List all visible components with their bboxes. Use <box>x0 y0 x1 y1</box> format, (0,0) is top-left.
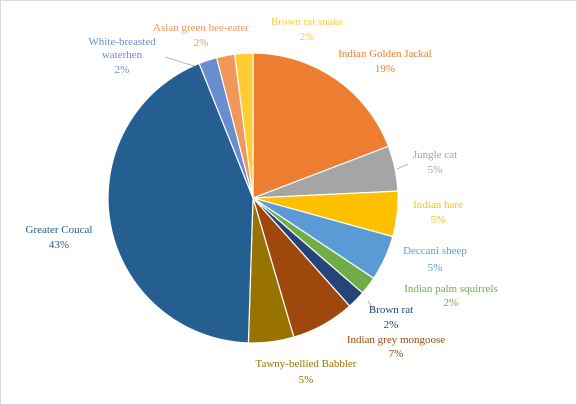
data-label-category: Indian Golden Jackal <box>338 48 431 60</box>
data-label-percent: 2% <box>194 37 209 49</box>
data-label-category: Indian hare <box>413 199 463 211</box>
data-label-percent: 5% <box>431 214 446 226</box>
data-label-percent: 5% <box>299 374 314 386</box>
data-label-percent: 2% <box>115 64 130 76</box>
data-label-percent: 2% <box>444 297 459 309</box>
data-label-percent: 5% <box>428 164 443 176</box>
data-label-category: Jungle cat <box>413 149 457 161</box>
data-label-category: Brown rat snake <box>271 16 343 28</box>
data-label-category: Brown rat <box>369 304 413 316</box>
data-label-percent: 7% <box>389 348 404 360</box>
leader-line <box>396 163 409 170</box>
data-label-category: Deccani sheep <box>403 245 467 257</box>
data-label-percent: 2% <box>300 31 315 43</box>
data-label-category: Tawny-bellied Babbler <box>256 358 357 370</box>
data-label-category: waterhen <box>102 49 143 61</box>
leader-line <box>367 300 375 311</box>
data-label-category: Indian grey mongoose <box>347 334 445 346</box>
data-label-percent: 2% <box>384 319 399 331</box>
data-label-percent: 19% <box>375 63 395 75</box>
data-label-category: Indian palm squirrels <box>404 283 497 295</box>
data-label-percent: 43% <box>49 239 69 251</box>
pie-slice <box>233 52 254 199</box>
data-label-category: Greater Coucal <box>26 224 93 236</box>
pie-slice <box>252 52 390 199</box>
leader-line <box>164 56 195 67</box>
data-label-percent: 5% <box>428 262 443 274</box>
data-label-category: White-breasted <box>88 36 156 48</box>
pie-slice <box>107 62 254 344</box>
data-label-category: Asian green bee-eater <box>153 22 249 34</box>
